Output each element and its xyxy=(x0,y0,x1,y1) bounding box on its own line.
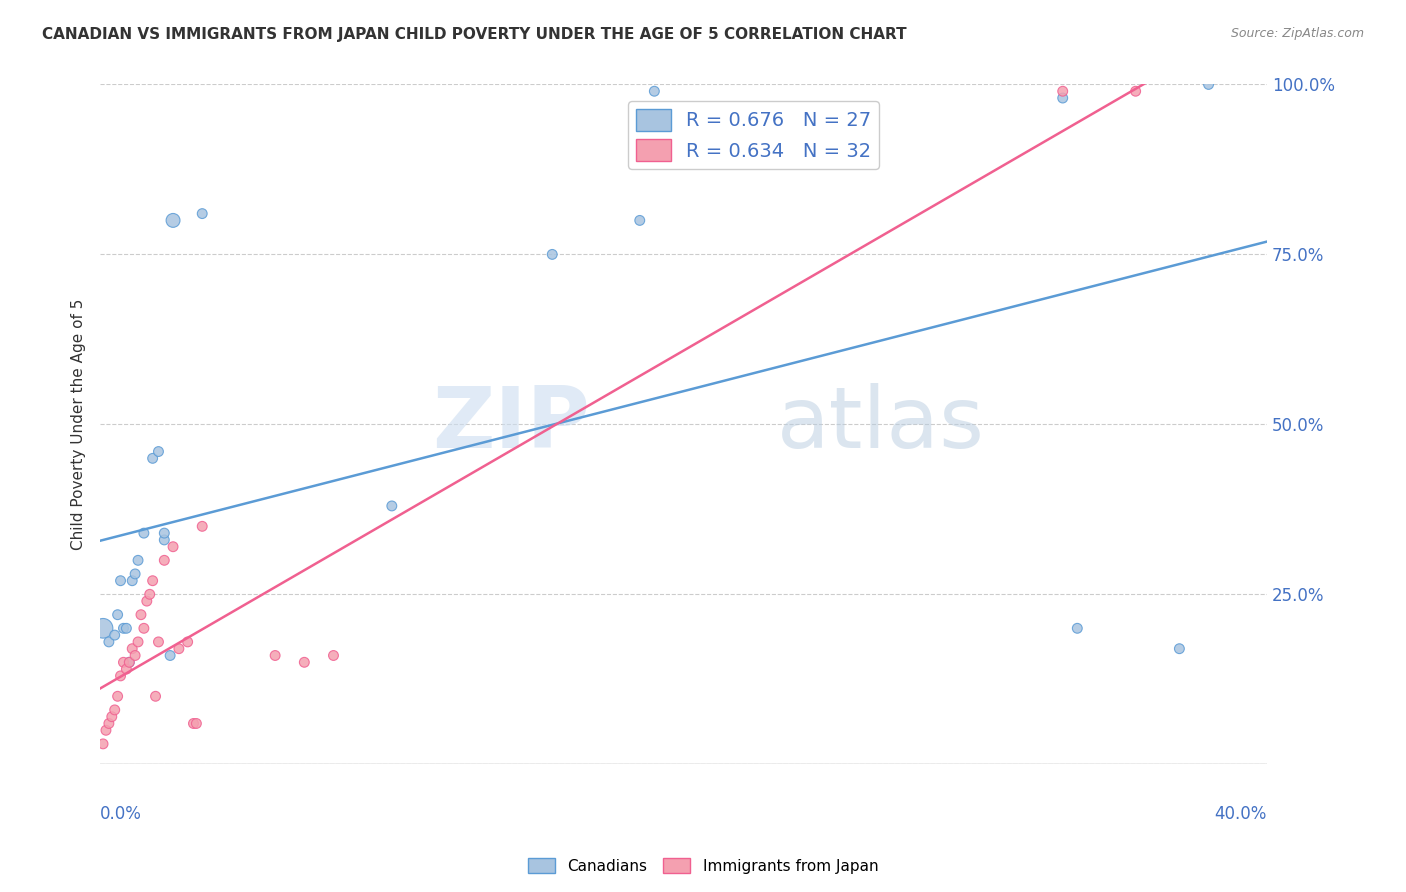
Point xyxy=(110,574,132,588)
Legend: R = 0.676   N = 27, R = 0.634   N = 32: R = 0.676 N = 27, R = 0.634 N = 32 xyxy=(628,101,879,169)
Point xyxy=(138,587,160,601)
Point xyxy=(628,213,651,227)
Point xyxy=(148,444,170,458)
Point xyxy=(186,716,208,731)
Point xyxy=(1198,78,1220,92)
Point xyxy=(264,648,287,663)
Point xyxy=(1066,621,1088,635)
Point xyxy=(135,594,157,608)
Point xyxy=(107,690,129,704)
Point xyxy=(167,641,190,656)
Point xyxy=(541,247,564,261)
Legend: Canadians, Immigrants from Japan: Canadians, Immigrants from Japan xyxy=(522,852,884,880)
Point xyxy=(115,662,138,676)
Text: atlas: atlas xyxy=(778,383,984,466)
Point xyxy=(118,655,141,669)
Point xyxy=(132,526,155,541)
Point xyxy=(292,655,315,669)
Point xyxy=(115,621,138,635)
Text: Source: ZipAtlas.com: Source: ZipAtlas.com xyxy=(1230,27,1364,40)
Point xyxy=(97,635,120,649)
Text: 40.0%: 40.0% xyxy=(1215,805,1267,823)
Point xyxy=(153,553,176,567)
Point xyxy=(153,533,176,547)
Point xyxy=(94,723,117,738)
Point xyxy=(112,655,135,669)
Point xyxy=(121,641,143,656)
Text: ZIP: ZIP xyxy=(433,383,591,466)
Point xyxy=(1125,84,1147,98)
Point xyxy=(1052,91,1074,105)
Point xyxy=(127,635,149,649)
Point xyxy=(91,737,114,751)
Point xyxy=(107,607,129,622)
Point xyxy=(191,206,214,220)
Text: 0.0%: 0.0% xyxy=(100,805,142,823)
Point xyxy=(153,526,176,541)
Point xyxy=(104,628,127,642)
Point xyxy=(142,451,165,466)
Y-axis label: Child Poverty Under the Age of 5: Child Poverty Under the Age of 5 xyxy=(72,299,86,550)
Point xyxy=(1052,84,1074,98)
Point xyxy=(112,621,135,635)
Point xyxy=(159,648,181,663)
Point xyxy=(132,621,155,635)
Point xyxy=(162,213,184,227)
Point xyxy=(91,621,114,635)
Point xyxy=(176,635,198,649)
Point xyxy=(183,716,205,731)
Point xyxy=(191,519,214,533)
Point xyxy=(124,648,146,663)
Point xyxy=(148,635,170,649)
Point xyxy=(129,607,152,622)
Point xyxy=(322,648,344,663)
Point xyxy=(162,540,184,554)
Point xyxy=(110,669,132,683)
Point xyxy=(142,574,165,588)
Point xyxy=(101,709,124,723)
Point xyxy=(97,716,120,731)
Point xyxy=(127,553,149,567)
Point xyxy=(643,84,665,98)
Point xyxy=(1168,641,1191,656)
Point xyxy=(381,499,404,513)
Point xyxy=(121,574,143,588)
Point xyxy=(124,566,146,581)
Point xyxy=(145,690,167,704)
Point xyxy=(118,655,141,669)
Text: CANADIAN VS IMMIGRANTS FROM JAPAN CHILD POVERTY UNDER THE AGE OF 5 CORRELATION C: CANADIAN VS IMMIGRANTS FROM JAPAN CHILD … xyxy=(42,27,907,42)
Point xyxy=(104,703,127,717)
